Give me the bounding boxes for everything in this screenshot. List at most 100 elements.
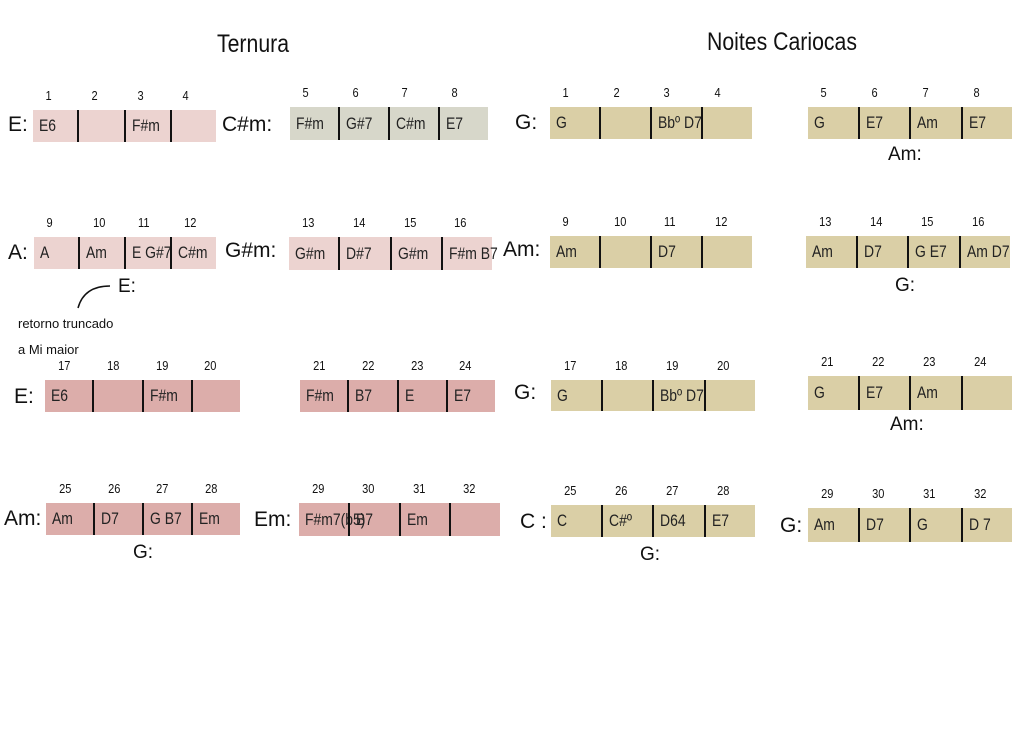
chord: E7	[446, 113, 464, 133]
measure: Am D7	[958, 236, 1011, 268]
measure-number: 29	[312, 481, 325, 496]
measure-number: 30	[362, 481, 375, 496]
chord: G E7	[915, 242, 947, 261]
chord: F#m	[131, 116, 160, 135]
measure-number: 27	[666, 483, 679, 498]
measure: F#m7(b5)	[299, 503, 365, 536]
chord: Am	[86, 243, 107, 262]
measure	[77, 110, 123, 142]
measure: D#7	[338, 237, 389, 270]
measure-number: 3	[137, 88, 144, 103]
measure-number: 26	[615, 483, 628, 498]
measure-number: 5	[302, 85, 309, 100]
key-label: E:	[14, 385, 34, 408]
chord-bar: G Bbº D7	[551, 380, 755, 411]
chord-bar: Am D7	[550, 236, 752, 268]
measure	[600, 380, 653, 411]
chord-bar: G Bbº D7	[550, 107, 752, 139]
measure: E7	[445, 380, 495, 412]
chord: C#m	[178, 243, 208, 262]
chord: G	[814, 113, 825, 132]
chord: Em	[406, 509, 428, 529]
measure: E6	[45, 380, 92, 412]
measure: Am	[550, 236, 599, 268]
chord: D#7	[346, 243, 372, 263]
chord: G	[556, 113, 567, 132]
measure-number: 12	[183, 215, 196, 230]
measure: Am	[46, 503, 93, 535]
measure: Am	[806, 236, 856, 268]
measure-number: 28	[717, 483, 730, 498]
measure-number: 22	[872, 354, 885, 369]
measure	[449, 503, 500, 536]
measure-number: 4	[182, 88, 189, 103]
measure	[703, 380, 756, 411]
measure-number: 14	[352, 215, 366, 230]
measure: E	[396, 380, 446, 412]
measure-number: 28	[204, 481, 217, 496]
measure: E7	[960, 107, 1013, 139]
measure-number: 21	[313, 358, 326, 373]
measure: G B7	[142, 503, 191, 535]
chord: F#m	[306, 386, 334, 405]
modulation-label: E:	[118, 276, 136, 297]
measure-number: 12	[714, 214, 727, 229]
measure-number: 18	[106, 358, 120, 373]
chord-bar: F#m7(b5) B7 Em	[299, 503, 500, 536]
measure: F#m	[141, 380, 191, 412]
chord: E G#7	[132, 243, 172, 262]
measure: G#m	[289, 237, 338, 270]
measure-number: 6	[352, 85, 359, 100]
measure: E7	[857, 376, 910, 410]
chord-bar: A Am E G#7 C#m	[34, 237, 216, 269]
measure-number: 31	[923, 486, 936, 501]
note: retorno truncado	[18, 316, 114, 331]
chord: E6	[51, 386, 69, 405]
chord-bar: G E7 Am	[808, 376, 1012, 410]
measure: C	[551, 505, 601, 537]
measure: E G#7	[124, 237, 172, 269]
measure-number: 18	[615, 358, 628, 373]
key-label: G#m:	[225, 239, 277, 262]
annotation-curve	[77, 285, 111, 309]
measure: G	[808, 107, 858, 139]
modulation-label: Am:	[890, 414, 924, 435]
measure-number: 2	[613, 85, 620, 100]
chord-bar: G E7 Am E7	[808, 107, 1012, 139]
measure-number: 8	[973, 85, 980, 100]
chord: E7	[865, 113, 883, 132]
chord: E7	[968, 113, 986, 132]
measure: D 7	[960, 508, 1013, 542]
measure: A	[34, 237, 78, 269]
chord: Am	[917, 113, 938, 132]
chord: Am	[917, 383, 938, 402]
measure-number: 20	[204, 358, 217, 373]
key-label: G:	[514, 381, 537, 404]
chord: E6	[39, 116, 57, 135]
key-label: C#m:	[222, 113, 273, 136]
measure	[599, 107, 650, 139]
key-label: Am:	[503, 238, 541, 261]
chord: Am	[814, 515, 835, 534]
chord: D7	[658, 242, 676, 261]
chord-bar: Am D7 G D 7	[808, 508, 1012, 542]
chord-bar: F#m G#7 C#m E7	[290, 107, 488, 140]
measure-number: 3	[663, 85, 670, 100]
measure: E7	[857, 107, 910, 139]
chord: A	[40, 243, 50, 262]
measure-number: 13	[302, 215, 315, 230]
measure: D7	[650, 236, 701, 268]
measure: Am	[78, 237, 124, 269]
chord-bar: C C#º D64 E7	[551, 505, 755, 537]
measure-number: 17	[564, 358, 577, 373]
measure: F#m B7	[440, 237, 498, 270]
measure-number: 29	[821, 486, 834, 501]
chord: E	[404, 386, 414, 405]
measure	[169, 110, 216, 142]
measure-number: 7	[922, 85, 929, 100]
measure-number: 16	[972, 214, 985, 229]
chord: F#m	[149, 386, 178, 405]
measure	[701, 236, 752, 268]
measure: D64	[652, 505, 704, 537]
